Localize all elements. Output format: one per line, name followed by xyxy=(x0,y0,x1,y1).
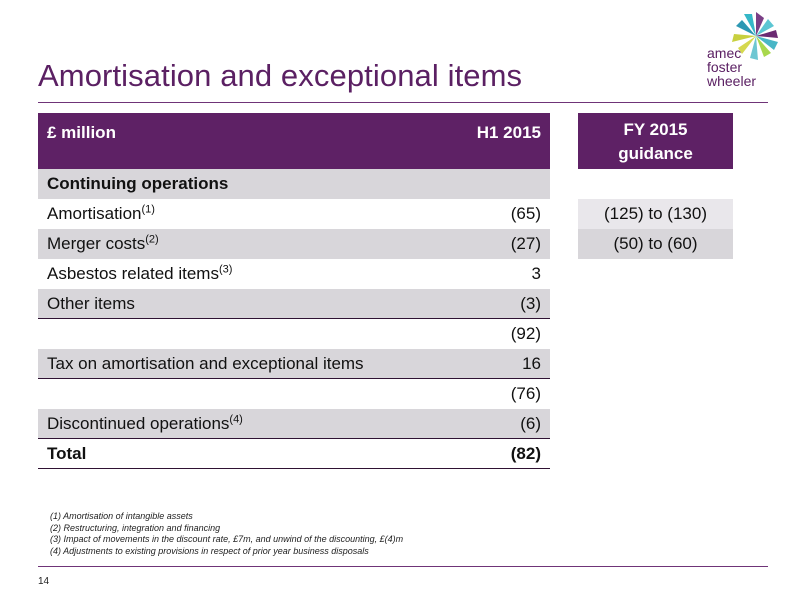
brand-wordmark-line1: amec xyxy=(707,45,742,61)
guidance-header: FY 2015 guidance xyxy=(578,113,733,169)
page-title: Amortisation and exceptional items xyxy=(38,58,523,93)
row-label: Merger costs(2) xyxy=(47,233,159,253)
table-row: Merger costs(2) (27) xyxy=(38,229,550,259)
footnote-4: (4) Adjustments to existing provisions i… xyxy=(50,546,369,557)
row-label: Discontinued operations(4) xyxy=(47,412,243,433)
table-header-row: £ million H1 2015 xyxy=(38,113,550,169)
table-row: Asbestos related items(3) 3 xyxy=(38,259,550,289)
amec-foster-wheeler-logo-icon xyxy=(732,12,778,60)
row-value: (27) xyxy=(510,234,541,253)
row-value: 16 xyxy=(522,353,541,373)
row-value: (76) xyxy=(510,384,541,403)
brand-wordmark-line3: wheeler xyxy=(707,73,757,89)
table-row: Tax on amortisation and exceptional item… xyxy=(38,349,550,379)
table-row: Discontinued operations(4) (6) xyxy=(38,409,550,439)
guidance-table: FY 2015 guidance (125) to (130) (50) to … xyxy=(578,113,733,259)
subtotal-row: (92) xyxy=(38,319,550,349)
title-divider xyxy=(38,102,768,103)
row-value: (65) xyxy=(510,204,541,223)
total-row: Total (82) xyxy=(38,439,550,469)
brand-wordmark: amec foster wheeler xyxy=(707,46,756,88)
subtotal-row: (76) xyxy=(38,379,550,409)
row-value: (6) xyxy=(520,413,541,433)
row-label: Amortisation(1) xyxy=(47,203,155,223)
total-value: (82) xyxy=(510,443,541,463)
brand-wordmark-line2: foster xyxy=(707,59,743,75)
row-value: (3) xyxy=(520,293,541,313)
table-header-value: H1 2015 xyxy=(476,123,541,142)
row-label: Asbestos related items(3) xyxy=(47,263,233,283)
page-number: 14 xyxy=(38,576,50,587)
row-value: (92) xyxy=(510,324,541,343)
footnotes: (1) Amortisation of intangible assets (2… xyxy=(50,511,403,558)
table-row: Other items (3) xyxy=(38,289,550,319)
row-label: Tax on amortisation and exceptional item… xyxy=(47,353,364,373)
section-heading-row: Continuing operations xyxy=(38,169,550,199)
total-label: Total xyxy=(47,443,87,463)
amortisation-table: £ million H1 2015 Continuing operations … xyxy=(38,113,550,469)
guidance-header-line1: FY 2015 xyxy=(623,120,688,139)
row-label: Other items xyxy=(47,293,135,313)
table-row: Amortisation(1) (65) xyxy=(38,199,550,229)
footnote-3: (3) Impact of movements in the discount … xyxy=(50,534,404,545)
guidance-row: (125) to (130) xyxy=(578,199,733,229)
guidance-spacer xyxy=(578,169,733,199)
row-value: 3 xyxy=(531,264,541,283)
guidance-header-line2: guidance xyxy=(618,144,693,163)
guidance-row: (50) to (60) xyxy=(578,229,733,259)
footnote-1: (1) Amortisation of intangible assets xyxy=(50,511,193,521)
footer-divider xyxy=(38,566,768,567)
table-header-label: £ million xyxy=(47,123,116,142)
footnote-2: (2) Restructuring, integration and finan… xyxy=(50,522,221,533)
section-heading: Continuing operations xyxy=(47,174,229,193)
